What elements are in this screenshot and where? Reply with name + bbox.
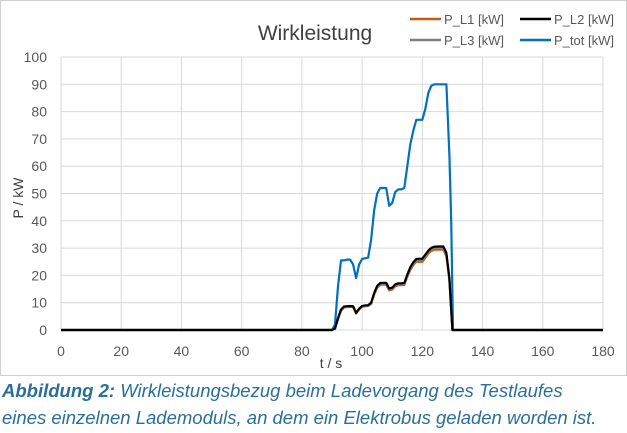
x-tick-label: 100 <box>350 343 374 359</box>
caption-label: Abbildung 2: <box>2 380 116 401</box>
x-tick-label: 60 <box>234 343 250 359</box>
caption-line-1: Wirkleistungsbezug beim Ladevorgang des … <box>120 380 563 401</box>
y-tick-label: 100 <box>24 49 48 65</box>
y-tick-label: 70 <box>31 131 47 147</box>
legend-label: P_L1 [kW] <box>444 12 504 27</box>
figure-caption: Abbildung 2: Wirkleistungsbezug beim Lad… <box>2 377 627 431</box>
chart-border <box>0 0 627 376</box>
series-lines <box>61 83 603 332</box>
y-tick-label: 0 <box>39 322 47 338</box>
y-tick-labels: 0 10 20 30 40 50 60 70 80 90 100 <box>24 49 48 338</box>
legend-label: P_L2 [kW] <box>554 12 614 27</box>
series-line-4 <box>61 83 603 332</box>
y-tick-label: 50 <box>31 186 47 202</box>
x-tick-label: 20 <box>113 343 129 359</box>
y-axis-label: P / kW <box>10 177 26 219</box>
y-tick-label: 40 <box>31 213 47 229</box>
x-axis-label: t / s <box>320 355 343 371</box>
caption-line-2: eines einzelnen Lademoduls, an dem ein E… <box>2 407 597 428</box>
x-tick-label: 80 <box>294 343 310 359</box>
y-tick-label: 10 <box>31 295 47 311</box>
y-tick-label: 90 <box>31 76 47 92</box>
y-tick-label: 80 <box>31 104 47 120</box>
series-line-2 <box>61 245 603 332</box>
x-tick-label: 160 <box>531 343 555 359</box>
y-tick-label: 20 <box>31 267 47 283</box>
legend-label: P_L3 [kW] <box>444 33 504 48</box>
x-tick-labels: 0 20 40 60 80 100 120 140 160 180 <box>57 343 615 359</box>
x-tick-label: 140 <box>471 343 495 359</box>
legend-label: P_tot [kW] <box>554 33 614 48</box>
line-chart: 0 10 20 30 40 50 60 70 80 90 100 0 20 40 60 80 100 120 14… <box>0 0 627 376</box>
x-tick-label: 180 <box>591 343 615 359</box>
chart-title: Wirkleistung <box>258 22 372 45</box>
x-tick-label: 0 <box>57 343 65 359</box>
x-tick-label: 40 <box>174 343 190 359</box>
y-tick-label: 30 <box>31 240 47 256</box>
x-tick-label: 120 <box>411 343 435 359</box>
legend: P_L1 [kW] P_L2 [kW] P_L3 [kW] P_tot [kW] <box>410 12 614 48</box>
y-tick-label: 60 <box>31 158 47 174</box>
